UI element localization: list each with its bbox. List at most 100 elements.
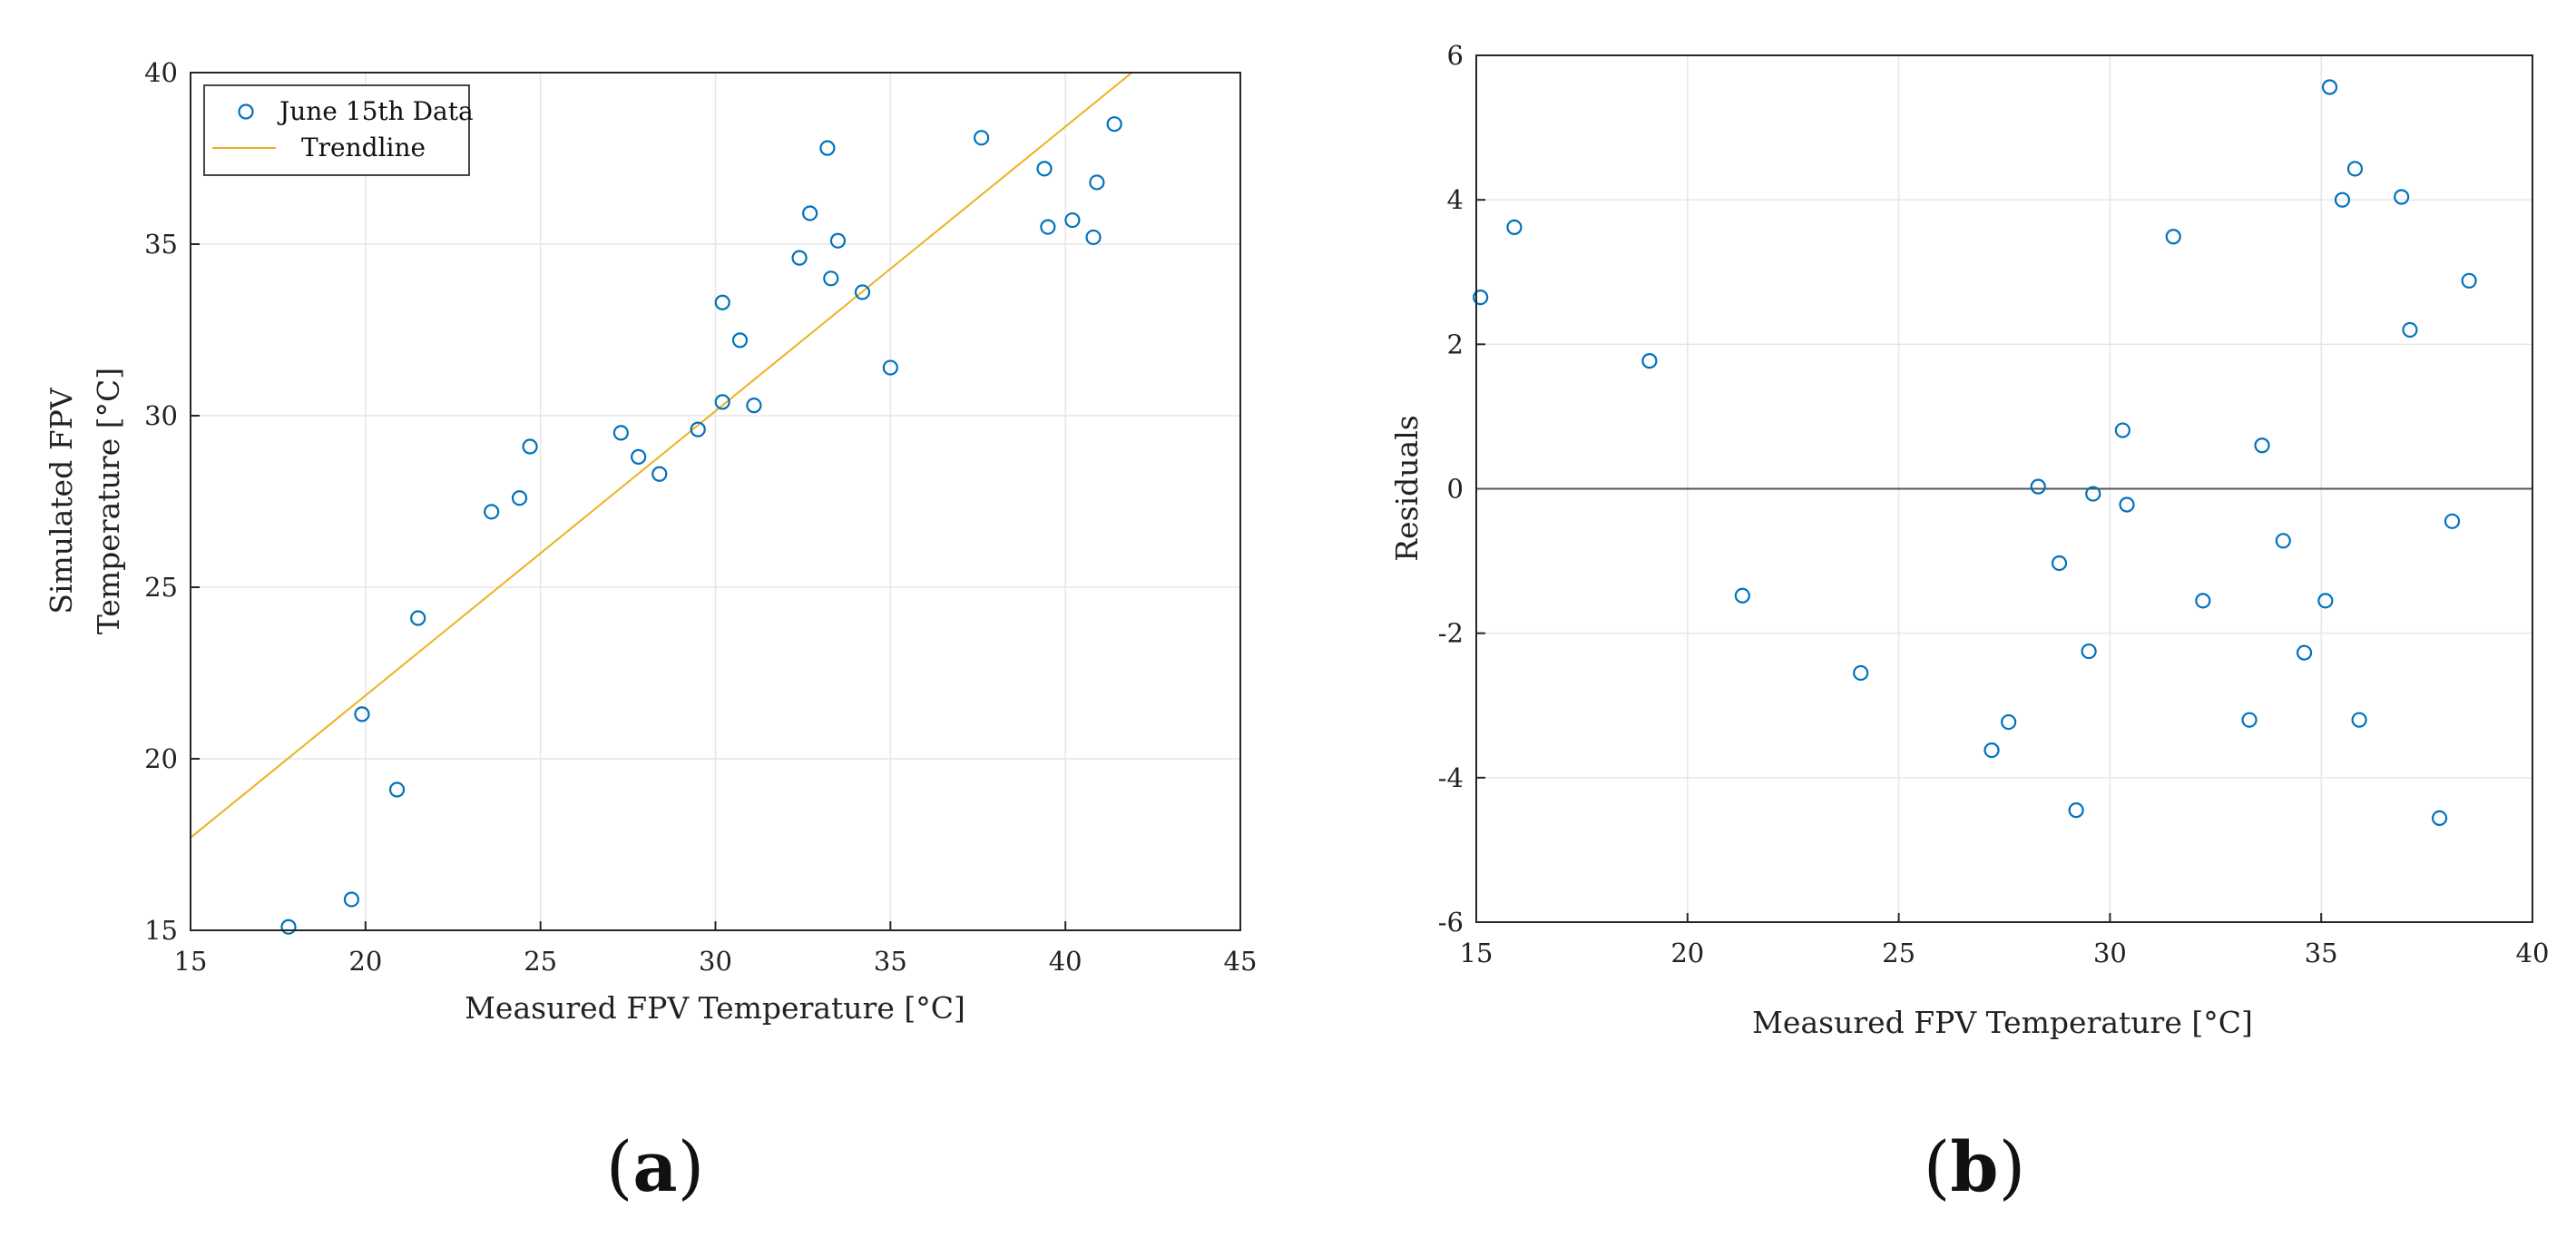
data-point bbox=[2119, 496, 2135, 513]
data-point bbox=[2461, 272, 2477, 289]
panel-b-x-tick-labels: 15 20 25 30 35 40 bbox=[1460, 938, 2550, 968]
panel-a-trendline-layer bbox=[190, 72, 1133, 839]
data-point bbox=[354, 706, 370, 722]
data-point bbox=[2275, 533, 2291, 549]
data-point bbox=[2085, 486, 2101, 502]
x-tick-label: 15 bbox=[1460, 938, 1494, 968]
x-tick-label: 40 bbox=[2516, 938, 2550, 968]
legend-label-data: June 15th Data bbox=[277, 96, 474, 126]
x-tick-label: 40 bbox=[1049, 946, 1082, 977]
x-tick-label: 35 bbox=[874, 946, 907, 977]
data-point bbox=[2241, 712, 2258, 728]
data-point bbox=[731, 332, 749, 349]
panel-a: 15 20 25 30 35 40 45 15 20 25 30 35 40 Measured FPV… bbox=[44, 57, 1257, 1026]
panel-b-x-axis-title: Measured FPV Temperature [°C] bbox=[1752, 1005, 2253, 1040]
y-tick-label: 15 bbox=[144, 915, 178, 946]
data-point bbox=[802, 205, 818, 221]
data-point bbox=[2334, 192, 2351, 208]
data-point bbox=[522, 438, 538, 455]
panel-b-y-tick-labels: -6 -4 -2 0 2 4 6 bbox=[1438, 40, 1464, 938]
data-point bbox=[974, 130, 990, 146]
data-point bbox=[2081, 643, 2097, 660]
y-tick-label: 25 bbox=[144, 572, 178, 603]
x-tick-label: 35 bbox=[2305, 938, 2338, 968]
data-point bbox=[1641, 353, 1658, 369]
data-point bbox=[2317, 593, 2334, 609]
data-point bbox=[1040, 219, 1056, 235]
data-point bbox=[2254, 437, 2270, 454]
x-tick-label: 25 bbox=[1882, 938, 1915, 968]
data-point bbox=[746, 398, 762, 414]
x-tick-label: 30 bbox=[699, 946, 732, 977]
x-tick-label: 45 bbox=[1224, 946, 1258, 977]
x-tick-label: 20 bbox=[348, 946, 382, 977]
data-point bbox=[1853, 664, 1869, 682]
data-point bbox=[882, 359, 898, 376]
y-tick-label: 2 bbox=[1447, 329, 1464, 359]
panel-b-data-points bbox=[1473, 79, 2477, 827]
data-point bbox=[1983, 742, 2000, 759]
x-tick-label: 30 bbox=[2093, 938, 2127, 968]
panel-b: 15 20 25 30 35 40 -6 -4 -2 0 2 4 6 Measured FPV Tem… bbox=[1389, 40, 2549, 1040]
data-point bbox=[484, 504, 500, 520]
data-point bbox=[2402, 321, 2418, 339]
data-point bbox=[714, 394, 730, 410]
data-point bbox=[2394, 189, 2410, 205]
legend-box bbox=[203, 84, 470, 176]
data-point bbox=[2195, 593, 2211, 609]
panel-a-y-axis-title-line2: Temperature [°C] bbox=[91, 368, 126, 634]
data-point bbox=[1064, 211, 1081, 229]
data-point bbox=[2321, 79, 2338, 95]
data-point bbox=[2431, 810, 2448, 827]
data-point bbox=[854, 284, 871, 300]
data-point bbox=[612, 425, 629, 441]
data-point bbox=[823, 270, 839, 287]
data-point bbox=[511, 490, 528, 506]
data-point bbox=[2351, 712, 2367, 728]
data-point bbox=[2444, 513, 2461, 529]
data-point bbox=[2068, 802, 2084, 819]
panel-b-y-axis-title: Residuals bbox=[1389, 415, 1425, 561]
panel-a-axes-frame bbox=[190, 72, 1241, 931]
data-point bbox=[690, 421, 706, 437]
y-tick-label: 4 bbox=[1447, 184, 1464, 215]
data-point bbox=[1106, 116, 1122, 133]
data-point bbox=[1473, 290, 1489, 306]
y-tick-label: 0 bbox=[1447, 474, 1464, 505]
data-point bbox=[819, 140, 836, 156]
panel-label-a: (a) bbox=[606, 1126, 705, 1207]
y-tick-label: 20 bbox=[144, 743, 178, 774]
y-tick-label: 35 bbox=[144, 229, 178, 260]
y-tick-label: -6 bbox=[1438, 907, 1464, 938]
data-point bbox=[2030, 478, 2046, 495]
panel-a-grid bbox=[190, 72, 1241, 931]
panel-a-y-tick-labels: 15 20 25 30 35 40 bbox=[144, 57, 178, 946]
panel-a-legend: June 15th Data Trendline bbox=[203, 84, 474, 176]
y-tick-label: 40 bbox=[144, 57, 178, 88]
legend-label-trendline: Trendline bbox=[301, 133, 426, 162]
legend-marker-icon bbox=[238, 103, 254, 120]
x-tick-label: 25 bbox=[524, 946, 557, 977]
data-point bbox=[1506, 219, 1523, 236]
data-point bbox=[2165, 229, 2181, 245]
data-point bbox=[2114, 422, 2130, 438]
y-tick-label: 6 bbox=[1447, 40, 1464, 71]
data-point bbox=[1085, 229, 1102, 246]
panel-a-x-axis-title: Measured FPV Temperature [°C] bbox=[465, 990, 965, 1026]
data-point bbox=[631, 448, 647, 465]
panel-label-a-letter: a bbox=[632, 1126, 677, 1207]
data-point bbox=[829, 232, 847, 249]
data-point bbox=[1734, 587, 1750, 604]
y-tick-label: -4 bbox=[1438, 762, 1464, 793]
data-point bbox=[714, 294, 730, 310]
panel-b-axes-frame bbox=[1475, 54, 2533, 923]
data-point bbox=[410, 610, 426, 626]
data-point bbox=[343, 891, 360, 908]
x-tick-label: 15 bbox=[174, 946, 208, 977]
data-point bbox=[388, 781, 406, 798]
y-tick-label: -2 bbox=[1438, 618, 1464, 649]
data-point bbox=[651, 466, 668, 482]
data-point bbox=[1036, 161, 1053, 177]
trendline bbox=[190, 72, 1133, 839]
